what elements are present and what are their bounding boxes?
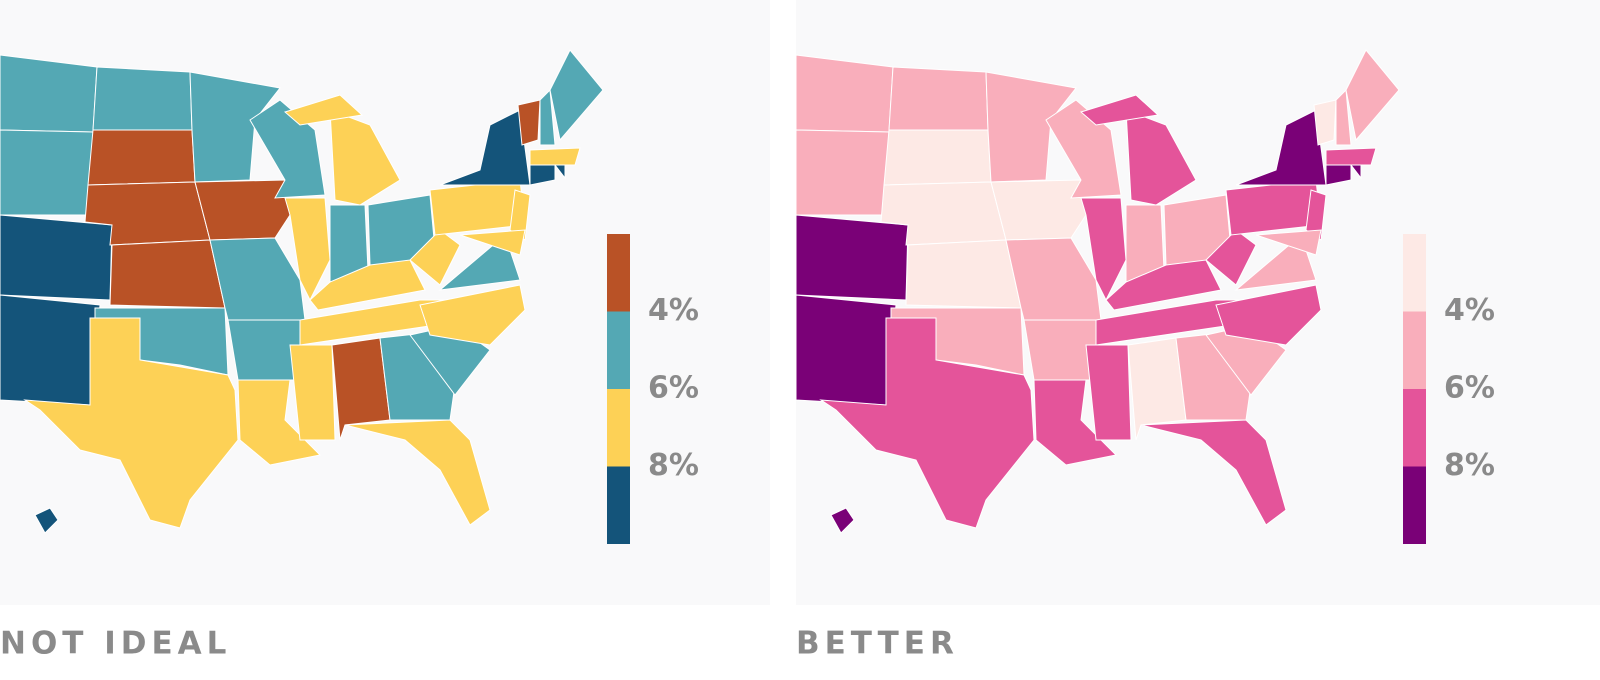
- state: [795, 54, 894, 133]
- state: [1345, 49, 1400, 142]
- state: [23, 317, 239, 529]
- state: [819, 317, 1035, 529]
- state: [549, 49, 604, 142]
- state: [34, 507, 59, 534]
- state: [249, 99, 326, 199]
- state: [237, 379, 322, 466]
- state: [990, 179, 1087, 241]
- state: [1255, 229, 1322, 256]
- state: [1313, 99, 1337, 146]
- state: [109, 239, 226, 309]
- state: [1325, 147, 1377, 166]
- legend-swatch: [1403, 466, 1426, 544]
- legend-label: 8%: [648, 448, 699, 483]
- map-panel: 4% 6% 8% BETTER: [795, 49, 1495, 662]
- state: [331, 337, 391, 441]
- state: [1140, 419, 1287, 526]
- map-panel: 4% 6% 8% NOT IDEAL: [0, 49, 699, 662]
- caption: NOT IDEAL: [0, 626, 231, 662]
- state: [1325, 164, 1352, 186]
- state: [529, 147, 581, 166]
- legend-swatch: [1403, 234, 1426, 312]
- state: [289, 344, 336, 441]
- caption: BETTER: [796, 626, 959, 662]
- state: [0, 54, 98, 133]
- state: [553, 164, 566, 180]
- state: [1235, 109, 1327, 186]
- state: [439, 109, 531, 186]
- legend-label: 6%: [1444, 371, 1495, 406]
- state: [0, 214, 113, 301]
- legend-label: 6%: [648, 371, 699, 406]
- legend-swatch: [607, 466, 630, 544]
- state: [329, 109, 401, 206]
- state: [344, 419, 491, 526]
- state: [509, 189, 531, 241]
- state: [0, 294, 101, 406]
- state: [283, 94, 364, 126]
- state: [1079, 94, 1160, 126]
- state: [0, 129, 94, 216]
- state: [539, 88, 556, 146]
- legend-label: 4%: [1444, 293, 1495, 328]
- legend-swatch: [607, 311, 630, 389]
- state: [905, 239, 1022, 309]
- state: [1125, 109, 1197, 206]
- state: [888, 66, 989, 131]
- state: [883, 129, 992, 186]
- state: [1033, 379, 1118, 466]
- state: [1127, 337, 1187, 441]
- legend-swatch: [607, 389, 630, 467]
- state: [795, 214, 909, 301]
- state: [409, 229, 461, 286]
- legend-swatch: [607, 234, 630, 312]
- state: [1349, 164, 1362, 180]
- state: [795, 294, 897, 406]
- state: [1215, 284, 1322, 346]
- state: [1205, 229, 1257, 286]
- state: [1045, 99, 1122, 199]
- state: [189, 71, 281, 183]
- state: [830, 507, 855, 534]
- state: [87, 129, 196, 186]
- legend-swatch: [1403, 311, 1426, 389]
- state: [985, 71, 1077, 183]
- state: [529, 164, 556, 186]
- legend-label: 4%: [648, 293, 699, 328]
- state: [194, 179, 291, 241]
- state: [1085, 344, 1132, 441]
- state: [795, 129, 890, 216]
- state: [92, 66, 193, 131]
- legend-label: 8%: [1444, 448, 1495, 483]
- state: [1305, 189, 1327, 241]
- state: [419, 284, 526, 346]
- state: [1335, 88, 1352, 146]
- state: [517, 99, 541, 146]
- state: [459, 229, 526, 256]
- legend-swatch: [1403, 389, 1426, 467]
